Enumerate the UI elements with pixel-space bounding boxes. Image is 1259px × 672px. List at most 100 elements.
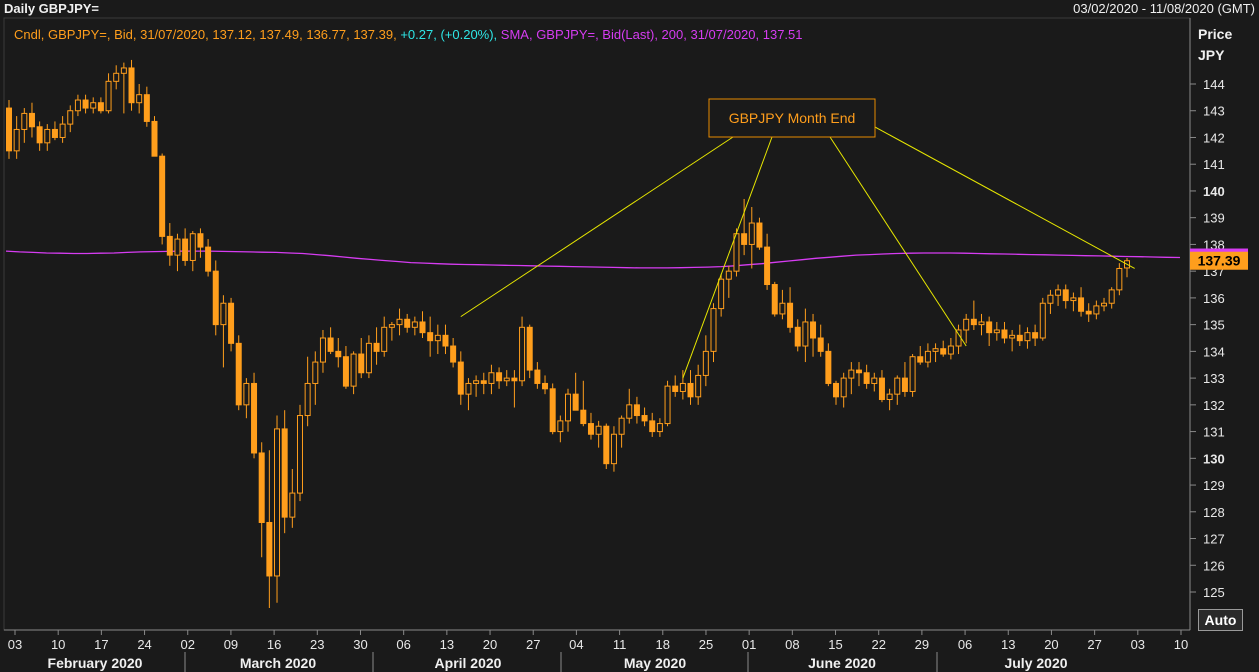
candle [626,388,633,424]
candle [848,362,855,395]
candle-body-up [350,353,357,387]
candle [978,313,985,336]
sma-series [5,250,1181,269]
candle-body-down [580,409,587,425]
candle-body-down [917,356,924,363]
candle-body-down [28,112,35,128]
candle [917,346,924,365]
candle-body-up [13,128,20,152]
candle [618,415,625,448]
candle-body-down [1001,329,1008,339]
candle [296,404,303,502]
price-tick-label: 128 [1203,505,1225,520]
date-tick-label: 04 [569,637,583,652]
candle-body-down [549,388,556,433]
candle-body-up [618,417,625,435]
date-tick-label: 13 [1001,637,1015,652]
legend-candle: Cndl, GBPJPY=, Bid, 31/07/2020, 137.12, … [14,27,397,42]
candle-body-down [182,238,189,261]
candle-body-up [388,324,395,328]
candle [51,121,58,141]
candle [519,316,526,387]
candle [59,116,66,143]
candle-body-down [572,393,579,411]
candle-body-down [1016,334,1023,342]
candle [503,370,510,387]
candle-body-down [82,99,89,109]
candle-body-down [342,356,349,387]
date-axis: 03 10 17 24 02 09 16 23 30 06 13 20 27 04 11 18 25 01 08 15… [4,629,1190,671]
date-tick-label: 10 [1174,637,1188,652]
candle-body-down [863,372,870,384]
annotation-line [874,126,1135,269]
auto-scale-button[interactable]: Auto [1198,609,1243,631]
candle-body-up [978,321,985,326]
candle-body-up [365,342,372,374]
candle-body-down [794,326,801,347]
candle [702,335,709,387]
candle [810,313,817,357]
candle [542,375,549,395]
price-tick-label: 139 [1203,211,1225,226]
candle-body-down [6,107,12,152]
annotation-label: GBPJPY Month End [729,110,856,126]
legend-sma: SMA, GBPJPY=, Bid(Last), 200, 31/07/2020… [500,27,803,42]
candle [243,378,250,419]
candle-body-down [817,337,824,352]
price-tick-label: 143 [1203,104,1225,119]
candle-body-up [113,72,120,82]
date-tick-label: 22 [871,637,885,652]
candle-body-down [373,342,380,352]
last-price-tag-box [1190,251,1248,270]
candle [534,362,541,389]
candle-body-down [756,222,763,248]
candle-body-down [480,380,487,384]
candle [756,217,763,250]
candle [1101,297,1108,312]
date-tick-label: 27 [526,637,540,652]
price-tick-label: 136 [1203,291,1225,306]
candle [6,100,12,159]
candle [970,300,977,330]
candle [1108,287,1115,309]
date-tick-label: 03 [1131,637,1145,652]
candle-body-up [1108,289,1115,304]
candle [986,316,993,347]
candle-body-down [603,425,610,465]
month-label: June 2020 [808,655,876,671]
candle [13,116,20,159]
candle-body-up [434,334,441,342]
candle [733,228,740,277]
candle [595,420,602,448]
date-tick-label: 03 [8,637,22,652]
candle [565,388,571,432]
candle [909,354,916,397]
candle-body-down [833,382,840,398]
candle [580,380,587,427]
candle [327,327,334,355]
candle [557,415,564,443]
date-tick-label: 16 [267,637,281,652]
candle-body-up [909,356,916,392]
candle [771,281,778,317]
candle-body-up [396,318,403,326]
candle-body-down [771,284,778,315]
price-axis-title: Price [1198,26,1233,42]
price-tick-label: 133 [1203,371,1225,386]
annotation-box [708,98,876,138]
candle [36,121,43,151]
candle-body-down [810,321,817,339]
price-tick-label: 130 [1203,451,1225,466]
candle [44,124,51,151]
candle-body-up [488,372,495,384]
candle [603,423,610,470]
candle-body-down [327,337,334,352]
candle-body-up [21,112,28,130]
candle-body-up [565,393,571,422]
candle-body-up [894,377,901,395]
candle-body-down [212,270,219,326]
candle-body-down [878,377,885,400]
candle-body-up [381,326,388,352]
candle-body-down [741,233,748,245]
candle-body-up [924,350,931,363]
